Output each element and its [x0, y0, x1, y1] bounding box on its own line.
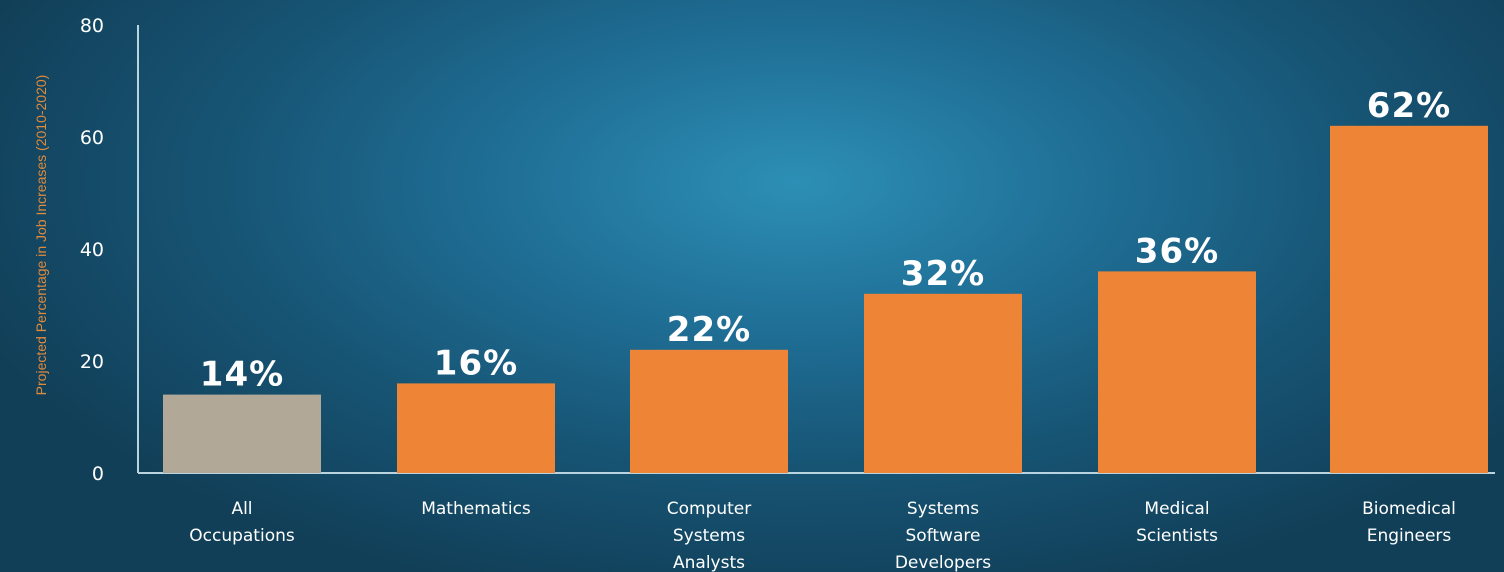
y-tick-label-20: 20	[80, 351, 104, 373]
category-label-5: Biomedical Engineers	[1362, 499, 1456, 546]
category-label-2: Computer Systems Analysts	[667, 499, 752, 572]
y-tick-label-60: 60	[80, 127, 104, 149]
data-label-1: 16%	[434, 343, 518, 383]
bar-2	[630, 349, 788, 473]
category-label-1: Mathematics	[421, 499, 531, 519]
bars	[163, 125, 1488, 474]
data-label-0: 14%	[200, 355, 284, 395]
data-label-2: 22%	[667, 310, 751, 350]
data-labels: 14% 16% 22% 32% 36% 62%	[200, 86, 1451, 395]
y-axis-title: Projected Percentage in Job Increases (2…	[33, 75, 49, 396]
y-tick-label-0: 0	[92, 463, 104, 485]
bar-3	[864, 293, 1022, 473]
bar-5	[1330, 125, 1488, 474]
data-label-3: 32%	[901, 254, 985, 294]
y-axis-ticks: 0 20 40 60 80	[80, 15, 104, 485]
data-label-4: 36%	[1135, 231, 1219, 271]
data-label-5: 62%	[1367, 86, 1451, 126]
bar-4	[1098, 271, 1256, 473]
category-label-0: All Occupations	[189, 499, 295, 546]
category-label-3: Systems Software Developers	[895, 499, 991, 572]
bar-0	[163, 394, 321, 473]
y-tick-label-80: 80	[80, 15, 104, 37]
bar-1	[397, 383, 555, 473]
category-labels: All Occupations Mathematics Computer Systems…	[189, 499, 1456, 572]
category-label-4: Medical Scientists	[1136, 499, 1218, 546]
y-tick-label-40: 40	[80, 239, 104, 261]
